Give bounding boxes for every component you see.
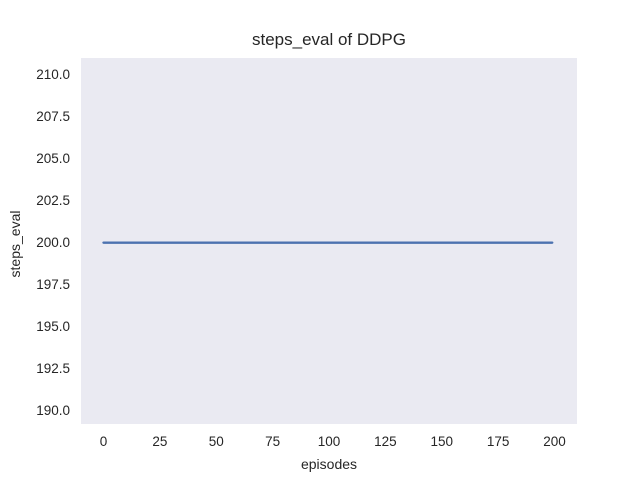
y-tick-label: 210.0 [36,66,70,82]
y-tick-label: 190.0 [36,402,70,418]
x-tick-label: 0 [99,434,108,449]
x-tick-label: 175 [486,434,510,449]
y-tick-label: 195.0 [36,318,70,334]
series-layer [102,241,554,244]
x-axis-label: episodes [300,456,358,472]
x-tick-label: 100 [317,434,341,449]
y-tick-label: 192.5 [36,360,70,376]
y-tick-label: 205.0 [36,150,70,166]
y-tick-label: 200.0 [36,234,70,250]
x-tick-label: 50 [208,434,224,449]
x-tick-label: 25 [152,434,168,449]
y-tick-label: 207.5 [36,108,70,124]
x-tick-label: 75 [265,434,281,449]
plot-area [81,58,577,424]
y-tick-label: 202.5 [36,192,70,208]
y-tick-label: 197.5 [36,276,70,292]
x-tick-label: 150 [430,434,453,449]
x-tick-label: 200 [543,434,566,449]
x-tick-label: 125 [374,434,397,449]
chart-title: steps_eval of DDPG [251,30,406,49]
